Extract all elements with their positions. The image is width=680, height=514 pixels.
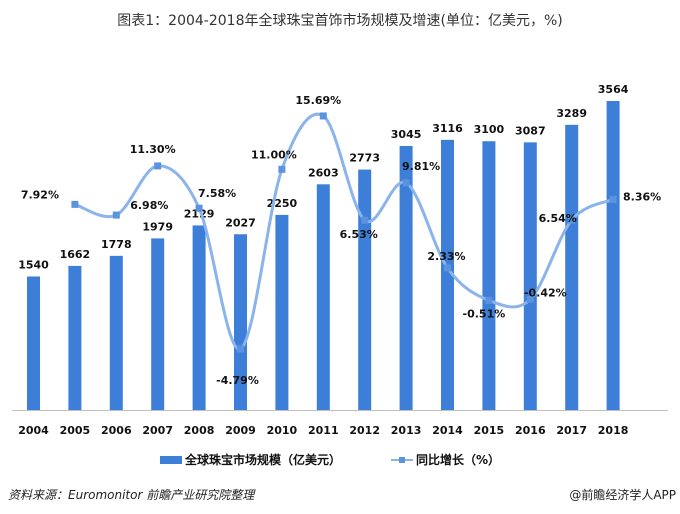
x-tick-2009: 2009 (225, 424, 256, 437)
bar-2008 (192, 225, 206, 410)
bar-2016 (523, 142, 537, 410)
legend: 全球珠宝市场规模（亿美元） 同比增长（%） (160, 451, 500, 468)
bar-2014 (441, 139, 454, 411)
growth-marker-2013 (402, 179, 410, 187)
legend-line-swatch (391, 455, 414, 465)
bar-label-2009: 2027 (225, 216, 256, 229)
bar-label-2004: 1540 (18, 258, 49, 271)
bar-label-2006: 1778 (101, 238, 132, 251)
growth-marker-2017 (568, 216, 576, 224)
x-tick-2015: 2015 (474, 424, 505, 437)
growth-label-2005: 7.92% (21, 188, 59, 201)
growth-label-2010: 11.00% (251, 148, 297, 161)
growth-label-2007: 11.30% (130, 143, 176, 156)
x-tick-2010: 2010 (267, 424, 298, 437)
growth-marker-2012 (361, 216, 369, 224)
bar-label-2007: 1979 (142, 220, 173, 233)
x-tick-2008: 2008 (184, 424, 215, 437)
bar-label-2011: 2603 (308, 166, 339, 179)
growth-label-2009: -4.79% (216, 374, 259, 387)
x-tick-2012: 2012 (349, 424, 380, 437)
bar-2013 (399, 145, 413, 410)
legend-bar-swatch (160, 455, 182, 464)
chart-title: 图表1：2004-2018年全球珠宝首饰市场规模及增速(单位：亿美元，%) (117, 13, 563, 29)
growth-label-2008: 7.58% (198, 187, 236, 200)
bar-label-2015: 3100 (474, 123, 505, 136)
bar-label-2016: 3087 (515, 124, 546, 137)
legend-line-label: 同比增长（%） (416, 453, 501, 467)
bar-2018 (606, 101, 620, 410)
x-tick-2018: 2018 (598, 424, 629, 437)
growth-marker-2011 (319, 112, 327, 120)
growth-label-2011: 15.69% (295, 94, 341, 107)
bar-2017 (565, 124, 579, 410)
bar-2012 (358, 169, 372, 410)
growth-marker-2005 (71, 200, 79, 208)
bar-2015 (482, 141, 496, 411)
growth-label-2017: 6.54% (539, 212, 577, 225)
growth-label-2014: 2.33% (427, 250, 465, 263)
growth-marker-2016 (526, 295, 534, 303)
growth-label-2013: 9.81% (402, 160, 440, 173)
growth-label-2006: 6.98% (130, 199, 168, 212)
bar-label-2014: 3116 (432, 122, 463, 135)
x-tick-2007: 2007 (142, 424, 173, 437)
growth-marker-2009 (237, 345, 244, 353)
growth-marker-2010 (278, 165, 286, 173)
legend-bar-label: 全球珠宝市场规模（亿美元） (185, 453, 342, 467)
bar-label-2017: 3289 (556, 107, 587, 120)
bar-2009 (234, 234, 247, 410)
source-note: 资料来源：Euromonitor 前瞻产业研究院整理 (8, 488, 255, 502)
growth-label-2015: -0.51% (463, 307, 506, 320)
bar-label-2008: 2129 (184, 207, 215, 220)
x-tick-2011: 2011 (308, 424, 339, 437)
x-tick-2017: 2017 (556, 424, 587, 437)
growth-marker-2007 (154, 162, 162, 170)
bar-2011 (316, 184, 330, 410)
bar-label-2005: 1662 (60, 248, 91, 261)
bar-label-2012: 2773 (349, 152, 380, 165)
credit: @前瞻经济学人APP (569, 488, 676, 502)
bar-2004 (27, 276, 40, 410)
growth-marker-2015 (485, 296, 493, 304)
growth-label-2012: 6.53% (340, 228, 378, 241)
growth-label-2016: -0.42% (524, 286, 567, 299)
x-tick-2006: 2006 (101, 424, 132, 437)
bar-2010 (275, 214, 289, 410)
bar-label-2013: 3045 (391, 128, 422, 141)
growth-marker-2018 (609, 195, 617, 203)
growth-marker-2006 (112, 211, 120, 219)
x-tick-2004: 2004 (18, 424, 49, 437)
growth-label-2018: 8.36% (623, 190, 661, 203)
x-tick-2016: 2016 (515, 424, 546, 437)
x-tick-2005: 2005 (60, 424, 91, 437)
bar-2006 (109, 255, 123, 410)
bar-2005 (68, 265, 82, 410)
bar-2007 (151, 238, 165, 410)
growth-marker-2008 (195, 204, 203, 212)
growth-line (74, 112, 614, 351)
x-tick-2014: 2014 (432, 424, 463, 437)
growth-marker-2014 (444, 264, 451, 272)
bar-label-2018: 3564 (598, 83, 629, 96)
x-tick-2013: 2013 (391, 424, 422, 437)
